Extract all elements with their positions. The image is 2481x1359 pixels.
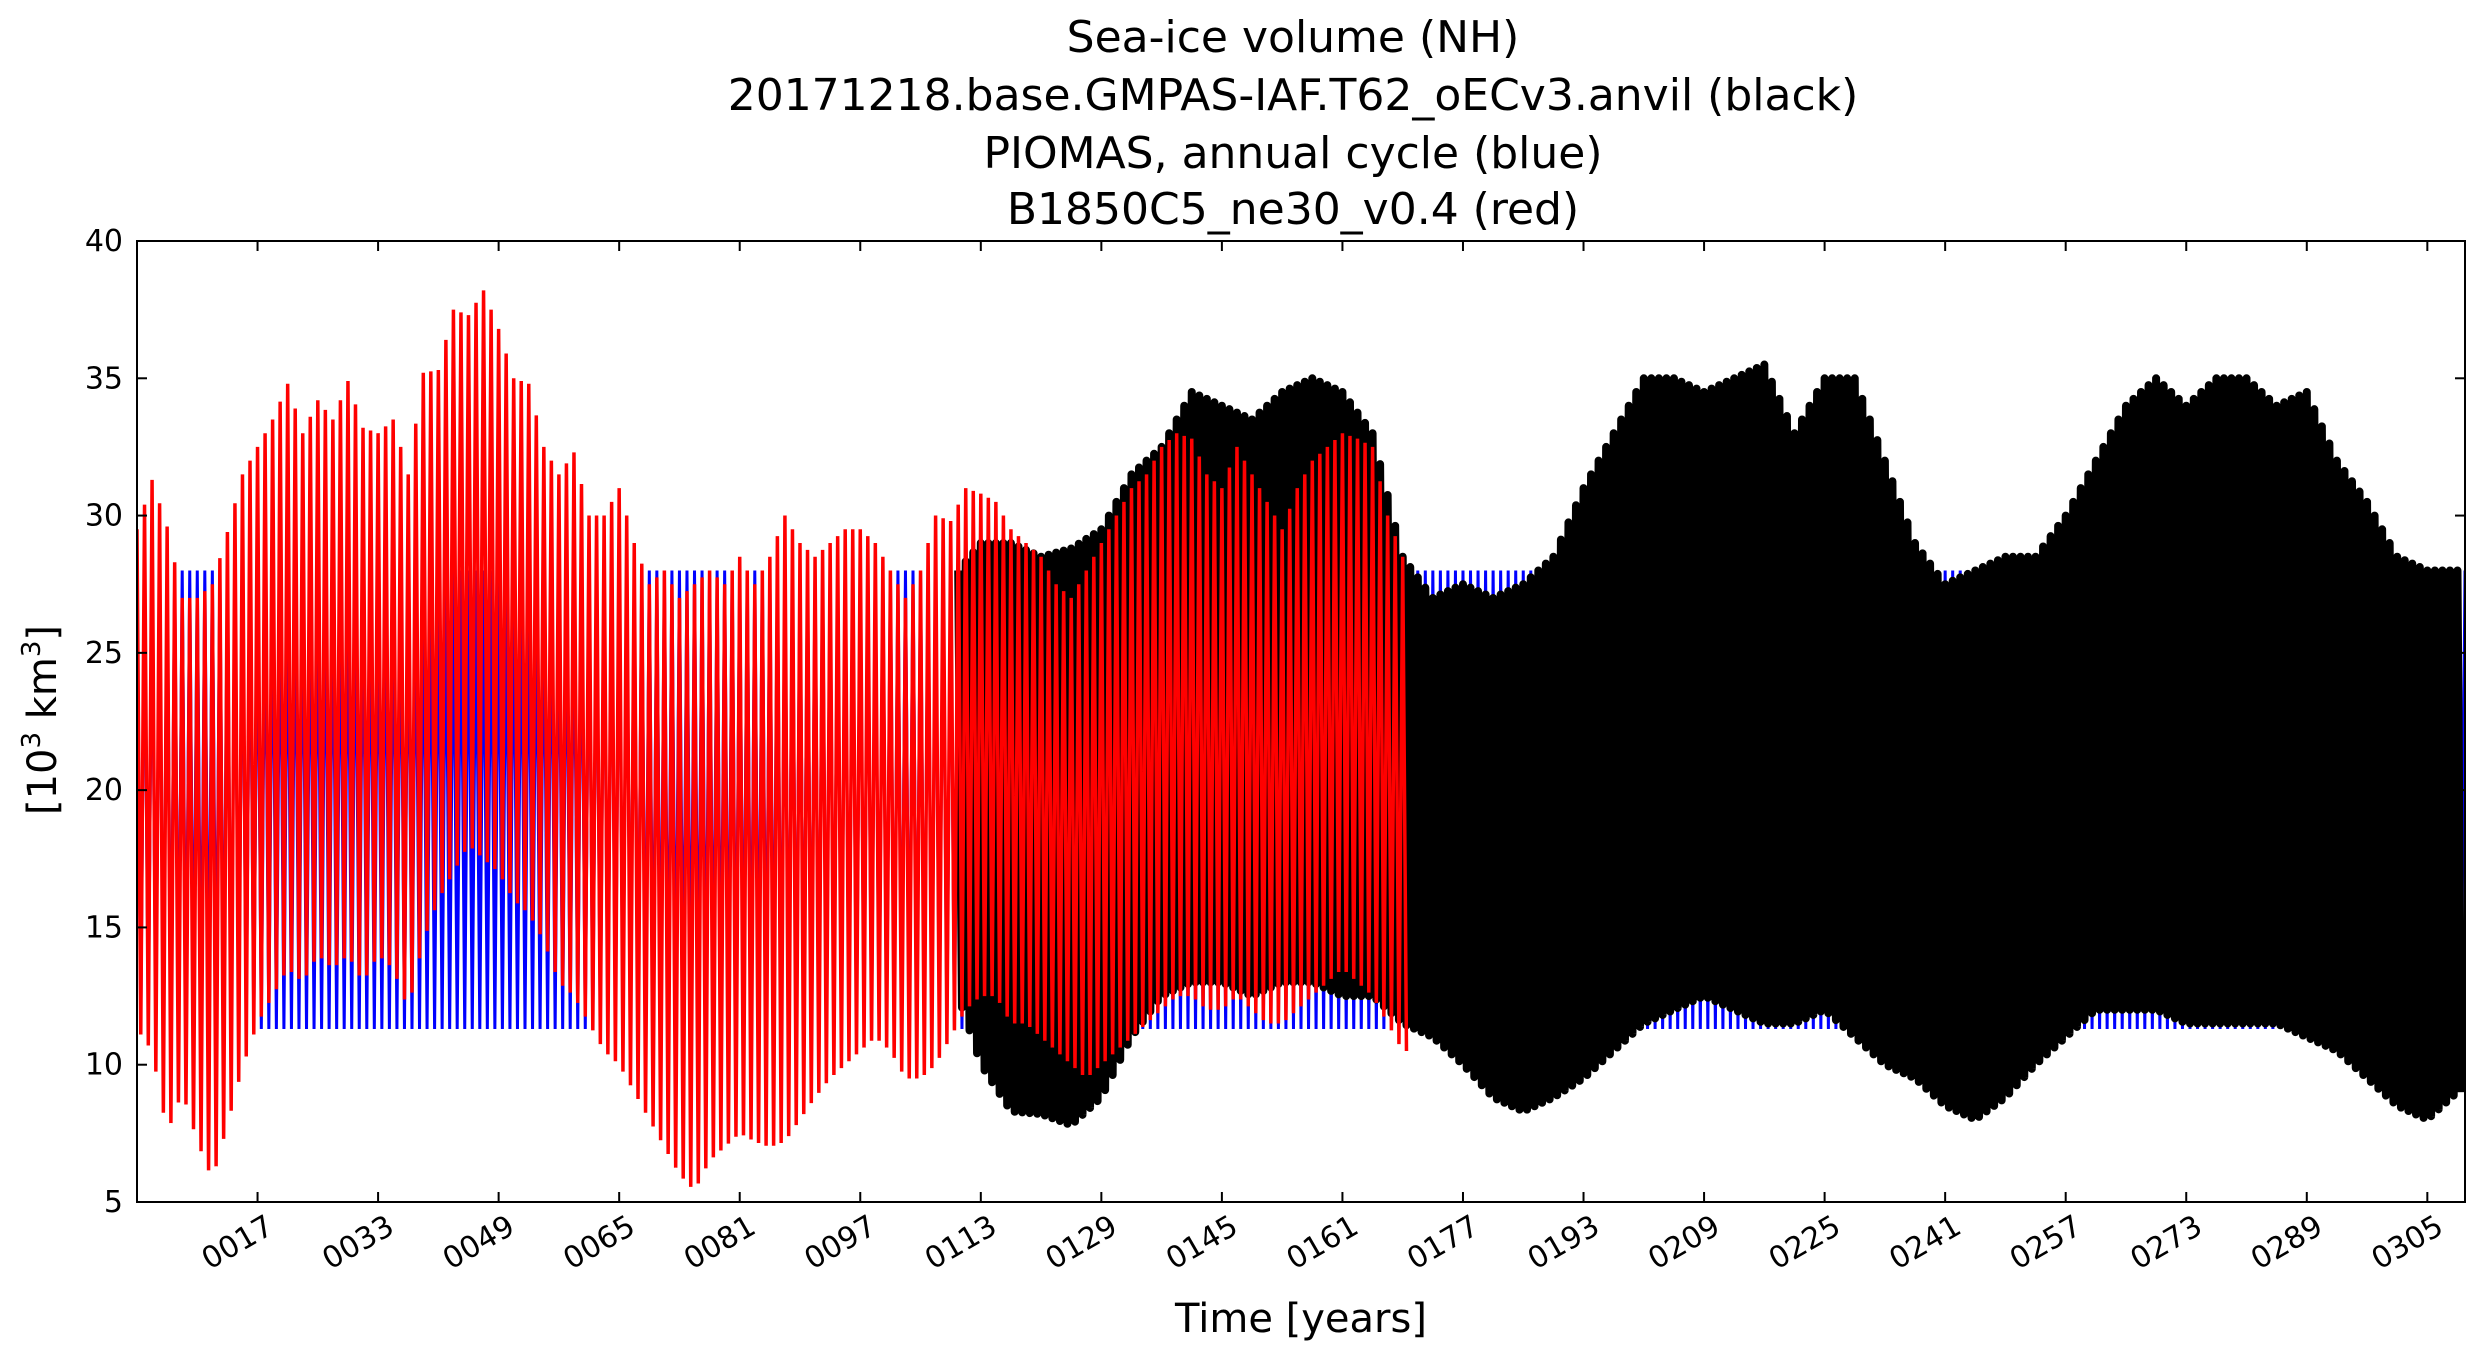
- x-tick-label: 0145: [1160, 1209, 1244, 1277]
- y-tick-label: 15: [85, 910, 123, 945]
- x-tick-label: 0129: [1040, 1209, 1124, 1277]
- plot-frame: [136, 240, 2466, 1203]
- x-tick-label: 0097: [799, 1209, 883, 1277]
- x-tick-label: 0065: [558, 1209, 642, 1277]
- y-axis-label: [103 km3]: [17, 625, 66, 815]
- x-tick-label: 0017: [196, 1209, 280, 1277]
- x-tick-label: 0209: [1642, 1209, 1726, 1277]
- x-tick-label: 0113: [919, 1209, 1003, 1277]
- x-tick-label: 0225: [1763, 1209, 1847, 1277]
- x-tick-label: 0305: [2366, 1209, 2450, 1277]
- chart-title-line-1: Sea-ice volume (NH): [1067, 12, 1520, 63]
- chart-title-line-3: PIOMAS, annual cycle (blue): [983, 128, 1602, 179]
- x-tick-label: 0161: [1281, 1209, 1365, 1277]
- y-tick-label: 10: [85, 1048, 123, 1083]
- series-b1850-red: [137, 290, 1409, 1187]
- x-tick-label: 0273: [2125, 1209, 2209, 1277]
- chart-title-line-4: B1850C5_ne30_v0.4 (red): [1007, 184, 1579, 235]
- x-tick-label: 0177: [1401, 1209, 1485, 1277]
- y-tick-label: 25: [85, 636, 123, 671]
- y-tick-label: 40: [85, 224, 123, 259]
- b1850-run-line: [137, 290, 1409, 1187]
- y-tick-label: 30: [85, 499, 123, 534]
- y-tick-label: 5: [104, 1185, 123, 1220]
- x-axis-label: Time [years]: [1174, 1296, 1427, 1342]
- y-axis: 5 10 15 20 25 30 35 40: [85, 224, 2465, 1220]
- chart-title-line-2: 20171218.base.GMPAS-IAF.T62_oECv3.anvil …: [728, 70, 1859, 121]
- x-tick-label: 0193: [1522, 1209, 1606, 1277]
- x-tick-label: 0081: [678, 1209, 762, 1277]
- y-tick-label: 35: [85, 361, 123, 396]
- x-tick-label: 0033: [316, 1209, 400, 1277]
- x-tick-label: 0241: [1884, 1209, 1968, 1277]
- y-tick-label: 20: [85, 773, 123, 808]
- x-tick-label: 0257: [2004, 1209, 2088, 1277]
- x-tick-label: 0049: [437, 1209, 521, 1277]
- x-tick-label: 0289: [2245, 1209, 2329, 1277]
- plot-area: [137, 290, 2465, 1187]
